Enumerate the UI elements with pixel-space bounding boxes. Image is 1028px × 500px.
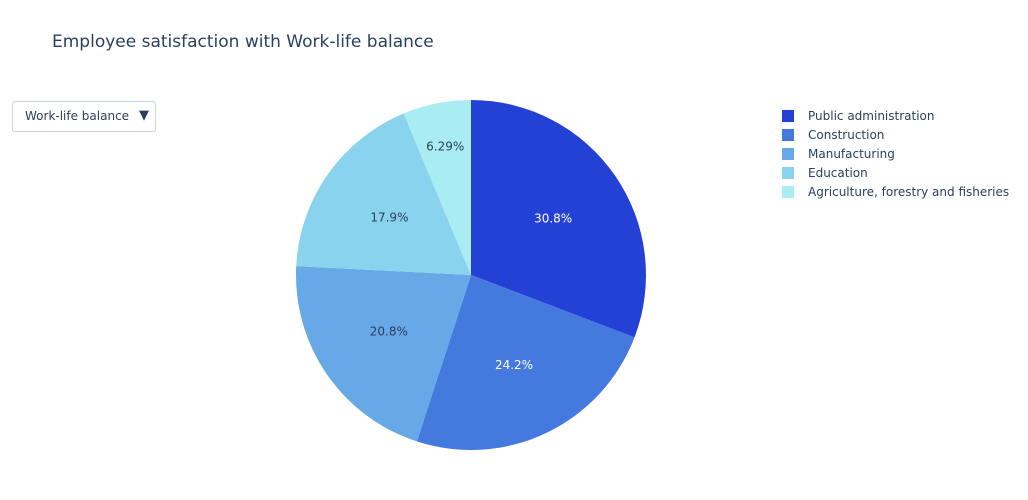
legend: Public administration Construction Manufac… (782, 106, 1009, 201)
legend-item-manufacturing[interactable]: Manufacturing (782, 144, 1009, 163)
legend-item-public-administration[interactable]: Public administration (782, 106, 1009, 125)
legend-label: Agriculture, forestry and fisheries (808, 184, 1010, 199)
legend-swatch (782, 166, 794, 179)
dropdown-selected-value: Work-life balance (25, 109, 130, 123)
legend-swatch (782, 147, 794, 160)
pie-slice-construction[interactable] (416, 275, 635, 451)
slice-value-label: 20.8% (370, 325, 408, 339)
pie-slice-agriculture-forestry-and-fisheries[interactable] (403, 100, 471, 275)
slice-value-label: 17.9% (370, 211, 408, 225)
legend-label: Construction (808, 127, 885, 142)
legend-item-education[interactable]: Education (782, 163, 1009, 182)
pie-slices (296, 100, 646, 451)
legend-swatch (782, 109, 794, 122)
legend-label: Public administration (808, 108, 935, 123)
pie-slice-labels: 30.8% 24.2% 20.8% 17.9% 6.29% (370, 139, 572, 372)
pie-slice-manufacturing[interactable] (296, 266, 471, 442)
pie-slice-public-administration[interactable] (471, 100, 646, 338)
chart-title: Employee satisfaction with Work-life bal… (52, 32, 434, 52)
slice-value-label: 30.8% (534, 211, 572, 225)
slice-value-label: 6.29% (426, 139, 464, 153)
legend-swatch (782, 128, 794, 141)
legend-item-agriculture-forestry-and-fisheries[interactable]: Agriculture, forestry and fisheries (782, 182, 1009, 201)
metric-dropdown[interactable]: Work-life balance ▼ (12, 101, 156, 132)
legend-swatch (782, 185, 794, 198)
legend-item-construction[interactable]: Construction (782, 125, 1009, 144)
triangle-down-icon: ▼ (139, 108, 149, 123)
legend-label: Education (808, 165, 868, 180)
pie-slice-education[interactable] (296, 113, 471, 275)
slice-value-label: 24.2% (495, 358, 533, 372)
legend-label: Manufacturing (808, 146, 895, 161)
